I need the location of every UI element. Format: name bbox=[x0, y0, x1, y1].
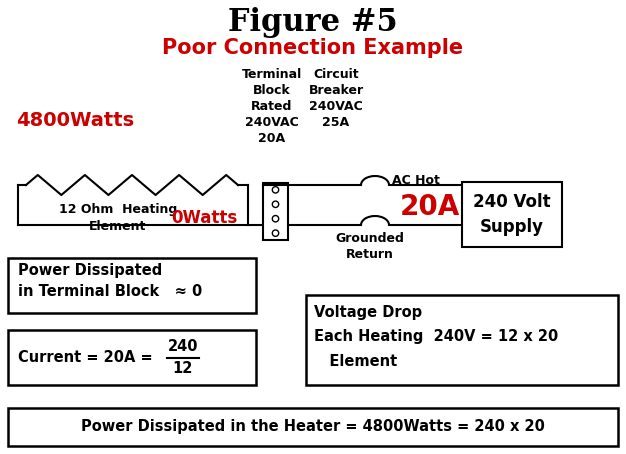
FancyBboxPatch shape bbox=[462, 182, 562, 247]
Text: in Terminal Block   ≈ 0: in Terminal Block ≈ 0 bbox=[18, 283, 202, 298]
Text: 0Watts: 0Watts bbox=[172, 209, 238, 227]
FancyBboxPatch shape bbox=[263, 183, 288, 240]
Text: 20A: 20A bbox=[400, 193, 460, 221]
Text: 240: 240 bbox=[168, 339, 198, 354]
Text: Power Dissipated: Power Dissipated bbox=[18, 263, 162, 278]
Circle shape bbox=[272, 216, 279, 222]
Text: Each Heating  240V = 12 x 20: Each Heating 240V = 12 x 20 bbox=[314, 330, 558, 345]
Circle shape bbox=[272, 201, 279, 207]
FancyBboxPatch shape bbox=[8, 330, 256, 385]
Text: Power Dissipated in the Heater = 4800Watts = 240 x 20: Power Dissipated in the Heater = 4800Wat… bbox=[81, 419, 545, 434]
Circle shape bbox=[272, 230, 279, 237]
Text: Terminal
Block
Rated
240VAC
20A: Terminal Block Rated 240VAC 20A bbox=[242, 68, 302, 145]
Text: 4800Watts: 4800Watts bbox=[16, 110, 134, 129]
Text: 12: 12 bbox=[173, 361, 193, 376]
Text: Figure #5: Figure #5 bbox=[228, 6, 398, 38]
FancyBboxPatch shape bbox=[8, 258, 256, 313]
Text: Circuit
Breaker
240VAC
25A: Circuit Breaker 240VAC 25A bbox=[309, 68, 364, 129]
FancyBboxPatch shape bbox=[8, 408, 618, 446]
Text: 12 Ohm  Heating
Element: 12 Ohm Heating Element bbox=[59, 203, 177, 233]
Text: Poor Connection Example: Poor Connection Example bbox=[162, 38, 464, 58]
Text: Voltage Drop: Voltage Drop bbox=[314, 305, 422, 320]
Text: Current = 20A =: Current = 20A = bbox=[18, 350, 158, 365]
FancyBboxPatch shape bbox=[306, 295, 618, 385]
Text: 240 Volt
Supply: 240 Volt Supply bbox=[473, 193, 551, 236]
Text: AC Hot: AC Hot bbox=[392, 173, 440, 187]
Text: Element: Element bbox=[314, 354, 398, 369]
Text: Grounded
Return: Grounded Return bbox=[336, 232, 404, 261]
Circle shape bbox=[272, 187, 279, 193]
